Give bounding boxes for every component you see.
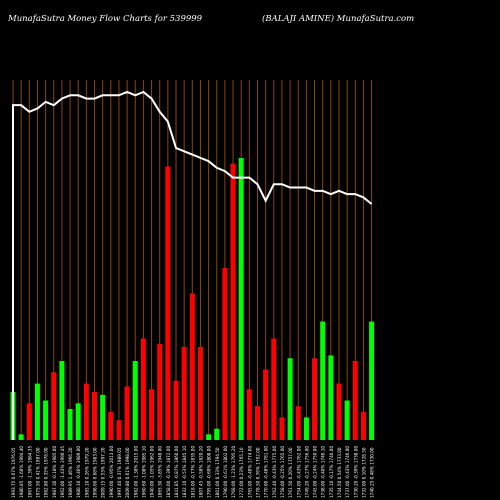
x-tick-label: 1745.00 -0.24% 1750.00 [313,446,318,498]
chart-subtitle: (BALAJI AMINE) MunafaSutra.com [262,14,415,24]
money-flow-bar [279,417,285,440]
x-tick-label: 2009.80 0.61% 1998.00 [125,447,130,498]
x-tick-label: 1832.10 -0.53% 1845.10 [182,446,187,498]
x-tick-label: 1768.00 -1.23% 1795.20 [231,446,236,498]
x-tick-label: 1740.25 0.48% 1730.00 [370,447,375,498]
money-flow-bar [26,403,32,440]
x-tick-label: 1732.00 0.10% 1728.50 [361,447,366,498]
money-flow-bar [43,400,49,440]
money-flow-bar [18,434,24,440]
money-flow-bar [214,428,220,440]
money-flow-bar [222,267,228,440]
x-tick-label: 1801.00 0.33% 1794.50 [215,447,220,498]
money-flow-bar [83,383,89,440]
x-tick-label: 1865.30 -3.85% 1948.00 [158,446,163,498]
price-line [12,90,373,440]
x-tick-label: 1744.50 0.54% 1733.00 [337,447,342,498]
chart-title: MunafaSutra Money Flow Charts for 539999 [8,14,203,24]
x-tick-label: 1737.00 -0.43% 1746.00 [345,446,350,498]
x-tick-label: 1975.50 0.41% 1987.00 [35,447,40,498]
x-tick-label: 1998.60 0.68% 1983.00 [93,447,98,498]
money-flow-bar [124,386,130,440]
money-flow-bar [173,380,179,440]
money-flow-bar [328,355,334,440]
money-flow-bar [238,158,244,440]
x-tick-label: 1993.75 0.67% 1976.05 [11,447,16,498]
money-flow-bar [271,338,277,440]
x-tick-label: 1738.00 -0.40% 1746.10 [321,446,326,498]
money-flow-bar [92,392,97,440]
money-flow-bar [230,163,236,440]
x-tick-label: 1762.40 -0.43% 1775.00 [272,446,277,498]
money-flow-bar [206,434,212,440]
x-tick-label: 1989.95 1.46% 1966.20 [68,447,73,498]
x-tick-label: 1997.40 0.37% 1989.05 [117,447,122,498]
money-flow-bar [255,406,260,440]
money-flow-bar [100,394,106,440]
price-line-path [12,90,373,440]
money-flow-bar [344,400,350,440]
x-tick-label: 1790.00 -0.61% 1802.00 [223,446,228,498]
money-flow-bar [165,166,171,440]
money-flow-bar [336,383,342,440]
money-flow-bar [75,403,81,440]
money-flow-bar [157,344,163,440]
x-tick-label: 1818.00 -0.77% 1835.00 [190,446,195,498]
x-tick-label: 1982.80 0.35% 1978.00 [44,447,49,498]
money-flow-bar [263,369,269,440]
x-tick-label: 1985.10 0.26% 1979.20 [84,447,89,498]
x-tick-label: 1962.00 -1.43% 1990.45 [60,446,65,498]
x-tick-label: 1730.20 -0.39% 1738.00 [353,446,358,498]
x-tick-label: 1987.30 -0.18% 1985.00 [52,446,57,498]
money-flow-bar [189,293,195,440]
x-tick-label: 1960.60 -1.08% 1985.10 [141,446,146,498]
money-flow-bar [320,321,326,440]
money-flow-bar [51,372,57,440]
x-tick-label: 1754.00 -0.43% 1762.00 [296,446,301,498]
x-tick-label: 1770.00 -0.48% 1781.00 [264,446,269,498]
x-tick-label: 1990.00 -0.95% 2013.00 [109,446,114,498]
x-tick-label: 2009.15 0.53% 1997.20 [101,447,106,498]
money-flow-bar [352,361,358,440]
x-tick-label: 1758.00 -0.25% 1765.00 [280,446,285,498]
x-tick-label: 1749.20 -0.27% 1756.00 [304,446,309,498]
money-flow-bar [181,346,187,440]
bars [10,158,375,440]
money-flow-bar [108,411,114,440]
x-tick-label: 1778.50 0.76% 1762.00 [256,447,261,498]
x-tick-label: 1735.10 -0.17% 1740.00 [329,446,334,498]
money-flow-bar [303,417,309,440]
x-tick-labels: 1993.75 0.67% 1976.05 1980.85 -1.60% 1994… [11,446,375,498]
money-flow-bar [246,389,252,440]
money-flow-bar [295,406,301,440]
x-tick-label: 1940.00 -1.05% 1962.00 [150,446,155,498]
money-flow-bar [312,358,318,440]
money-flow-bar [140,338,146,440]
money-flow-bar [287,358,293,440]
money-flow-bar [132,361,138,440]
money-flow-bar [59,361,65,440]
x-tick-label: 1982.00 -1.38% 2015.00 [133,446,138,498]
x-tick-label: 1795.00 -0.69% 1808.00 [207,446,212,498]
money-flow-bar [149,389,155,440]
x-tick-label: 1858.00 -0.39% 1872.00 [166,446,171,498]
money-flow-bar [369,321,375,440]
money-flow-bar [116,420,122,440]
x-tick-label: 1980.85 -1.60% 1994.40 [19,446,24,498]
money-flow-bar [197,346,203,440]
x-tick-label: 1765.00 -0.40% 1774.00 [247,446,252,498]
money-flow-bar [34,383,40,440]
x-tick-label: 1807.45 -0.58% 1820.20 [198,446,203,498]
x-tick-label: 1980.10 -0.46% 1989.00 [76,446,81,498]
money-flow-bar [67,408,73,440]
x-tick-label: 1967.00 -1.39% 1984.35 [27,446,32,498]
x-tick-label: 1772.00 0.23% 1765.10 [239,447,244,498]
money-flow-bar [360,411,366,440]
x-tick-label: 1761.50 0.20% 1757.00 [288,447,293,498]
x-tick-label: 1841.85 -0.87% 1860.00 [174,446,179,498]
